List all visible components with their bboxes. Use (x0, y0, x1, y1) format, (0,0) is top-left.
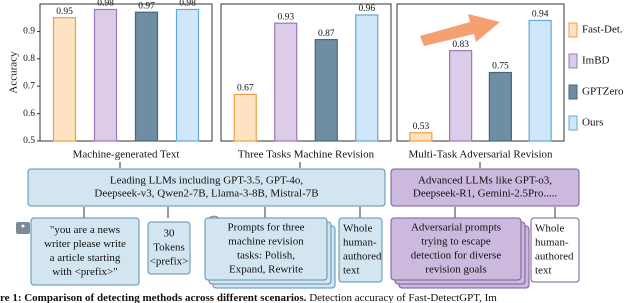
panel-frame (396, 3, 565, 142)
y-axis-label: Accuracy (8, 51, 20, 94)
box-text: Deepseek-R1, Gemini-2.5Pro..... (413, 188, 557, 200)
box (30, 217, 140, 286)
box (338, 217, 383, 283)
box-text: Whole (343, 223, 372, 235)
box-text: with <prefix>" (52, 266, 117, 278)
box-text: Tokens (153, 242, 185, 254)
box-text: Advanced LLMs like GPT-o3, (418, 175, 552, 187)
bar (449, 49, 473, 142)
value-label: 0.93 (277, 12, 294, 22)
box-text: revision goals (425, 264, 486, 276)
bar (355, 14, 379, 142)
box (390, 168, 580, 207)
box-text: 30 (164, 228, 176, 240)
box (390, 217, 522, 281)
caption-rest: Detection accuracy of Fast-DetectGPT, Im (306, 292, 497, 303)
caption-bold: re 1: Comparison of detecting methods ac… (0, 292, 307, 303)
x-axis-label: Three Tasks Machine Revision (238, 149, 375, 161)
box-text: text (343, 265, 360, 277)
x-axis-label: Multi-Task Adversarial Revision (408, 149, 553, 161)
panel-frame (39, 3, 213, 142)
box-text: authored (343, 251, 382, 263)
bar (175, 8, 200, 142)
box-text: human- (343, 237, 377, 249)
value-label: 0.87 (318, 29, 335, 39)
y-tick-label: 0.5 (23, 136, 35, 146)
box-text: tasks: Polish, (237, 250, 295, 262)
value-label: 0.98 (179, 0, 196, 9)
value-label: 0.94 (532, 10, 549, 20)
robot-icon (16, 222, 30, 234)
bar (274, 22, 298, 142)
bar (409, 132, 433, 142)
box-text: Prompts for three (228, 222, 305, 234)
box-text: text (535, 265, 552, 277)
box-text: human- (535, 237, 569, 249)
box (204, 217, 328, 281)
value-label: 0.95 (56, 7, 73, 17)
value-label: 0.75 (492, 62, 509, 72)
legend-label: ImBD (582, 55, 610, 67)
box-text: authored (535, 251, 574, 263)
robot-eye (21, 224, 25, 228)
bar (233, 93, 257, 142)
box-text: Expand, Rewrite (229, 264, 303, 276)
box-text: trying to escape (421, 236, 491, 248)
bar (528, 19, 552, 142)
value-label: 0.96 (358, 4, 375, 14)
x-axis-label: Machine-generated Text (73, 149, 180, 161)
legend-label: Ours (582, 117, 603, 129)
bar (134, 11, 159, 142)
legend-label: Fast-Det. (582, 24, 623, 36)
legend-swatch (568, 53, 578, 69)
box-text: writer please write (44, 238, 126, 250)
value-label: 0.98 (97, 0, 114, 9)
legend-swatch (568, 115, 578, 131)
y-tick-label: 0.6 (23, 109, 35, 119)
box-text: Adversarial prompts (411, 222, 501, 234)
box-text: Deepseek-v3, Qwen2-7B, Llama-3-8B, Mistr… (94, 188, 318, 200)
caption: re 1: Comparison of detecting methods ac… (0, 292, 497, 303)
box-text: Leading LLMs including GPT-3.5, GPT-4o, (110, 175, 303, 187)
y-tick-label: 0.8 (23, 54, 35, 64)
bar (488, 71, 512, 142)
panel-frame (220, 3, 392, 142)
value-label: 0.83 (452, 40, 469, 50)
box-text: detection for diverse (411, 250, 502, 262)
connector-arrows (83, 162, 556, 218)
legend-swatch (568, 22, 578, 38)
box-text: machine revision (228, 236, 304, 248)
box (147, 221, 191, 275)
box (27, 168, 386, 207)
legend-label: GPTZero (582, 86, 624, 98)
value-label: 0.97 (138, 1, 155, 11)
box (530, 217, 580, 283)
y-tick-label: 0.7 (23, 81, 35, 91)
value-label: 0.53 (413, 122, 430, 132)
box-text: "you are a news (50, 224, 120, 236)
legend-swatch (568, 84, 578, 100)
bar (93, 8, 118, 142)
box-text: Whole (535, 223, 564, 235)
y-tick-label: 0.9 (23, 27, 35, 37)
bar (314, 39, 338, 142)
box-text: a article starting (50, 252, 121, 264)
box-text: <prefix> (150, 256, 189, 268)
value-label: 0.67 (237, 84, 254, 94)
bar (52, 17, 77, 142)
trend-arrow-icon (420, 14, 500, 46)
